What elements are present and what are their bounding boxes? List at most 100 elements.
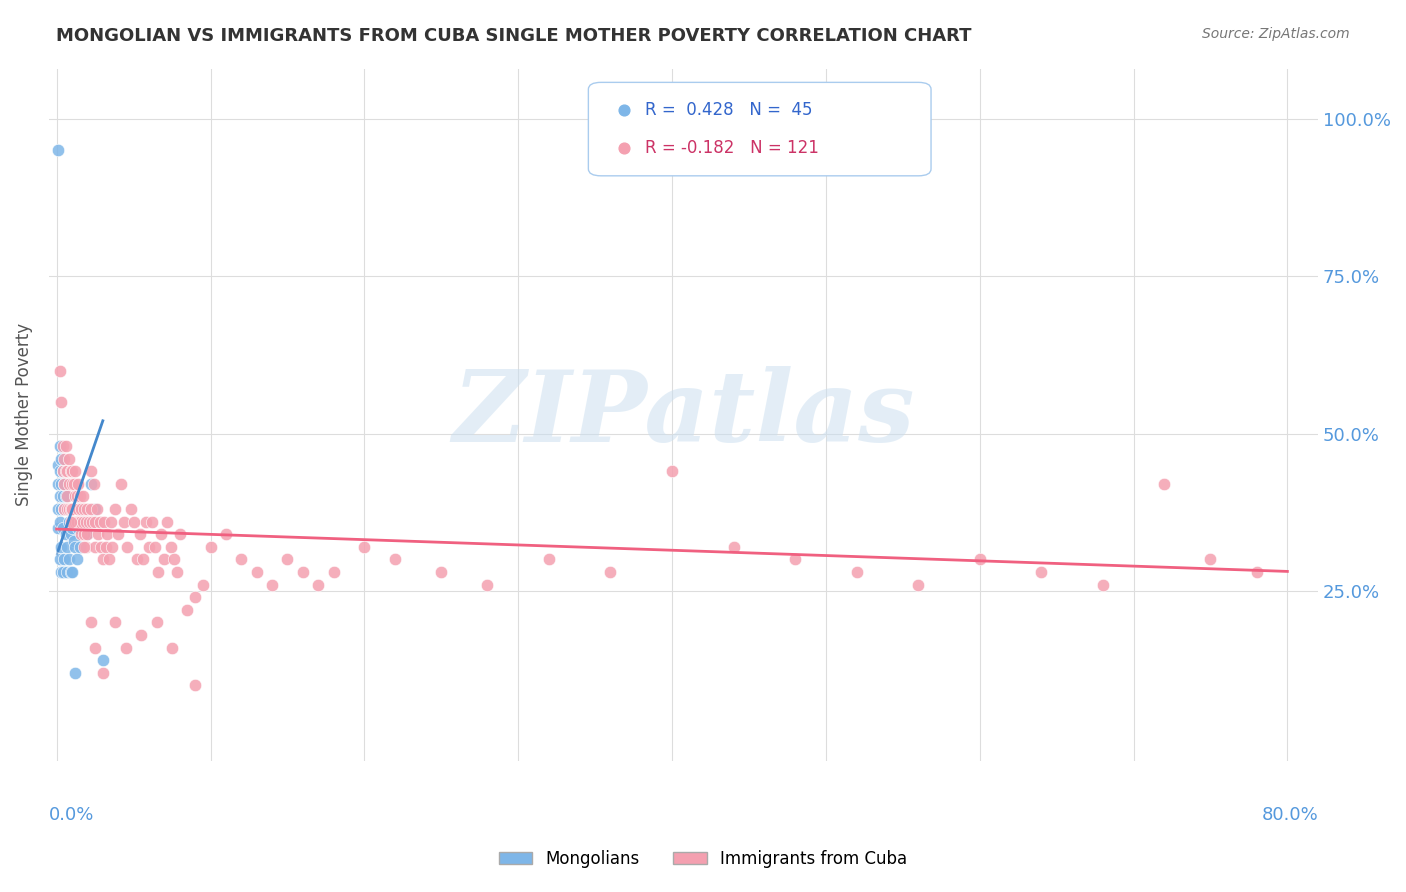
Point: [120, 502, 142, 516]
Point: [67, 521, 90, 535]
Point: [83, 476, 105, 491]
Point: [51, 540, 73, 554]
Point: [91, 653, 114, 667]
Point: [80, 515, 103, 529]
Legend: Mongolians, Immigrants from Cuba: Mongolians, Immigrants from Cuba: [492, 844, 914, 875]
Point: [66, 515, 89, 529]
Point: [48, 363, 70, 377]
Point: [742, 150, 765, 164]
Point: [67, 476, 90, 491]
Point: [783, 552, 806, 566]
Point: [115, 640, 138, 655]
Point: [53, 502, 76, 516]
Point: [112, 515, 135, 529]
Point: [75, 540, 97, 554]
Point: [125, 552, 148, 566]
Point: [70, 502, 93, 516]
Point: [53, 502, 76, 516]
Point: [58, 552, 80, 566]
Point: [135, 515, 157, 529]
Point: [62, 476, 84, 491]
Point: [58, 451, 80, 466]
Point: [307, 577, 329, 591]
Point: [79, 615, 101, 630]
Point: [87, 527, 110, 541]
Point: [59, 527, 82, 541]
Point: [53, 476, 76, 491]
Point: [59, 464, 82, 478]
Point: [1153, 476, 1175, 491]
Point: [55, 490, 77, 504]
Point: [53, 552, 76, 566]
Point: [69, 515, 91, 529]
Point: [1091, 577, 1114, 591]
Point: [60, 476, 83, 491]
Point: [723, 540, 745, 554]
Text: 0.0%: 0.0%: [49, 805, 94, 824]
Point: [76, 502, 98, 516]
Point: [84, 502, 107, 516]
Point: [138, 540, 160, 554]
Point: [110, 476, 132, 491]
Point: [52, 565, 75, 579]
Point: [73, 515, 96, 529]
Point: [52, 464, 75, 478]
Point: [742, 184, 765, 198]
Point: [200, 540, 222, 554]
Point: [46, 476, 69, 491]
Point: [52, 439, 75, 453]
Point: [107, 527, 129, 541]
Text: R = -0.182   N = 121: R = -0.182 N = 121: [645, 139, 820, 157]
Point: [599, 565, 621, 579]
Point: [184, 678, 207, 692]
Point: [51, 476, 73, 491]
Point: [160, 640, 183, 655]
Point: [90, 540, 112, 554]
Point: [148, 565, 170, 579]
Point: [66, 490, 89, 504]
Point: [1246, 565, 1268, 579]
Point: [104, 502, 127, 516]
Point: [537, 552, 560, 566]
Point: [79, 476, 101, 491]
Point: [128, 527, 150, 541]
Text: Source: ZipAtlas.com: Source: ZipAtlas.com: [1202, 27, 1350, 41]
Point: [84, 515, 107, 529]
Point: [86, 502, 108, 516]
Point: [215, 527, 238, 541]
Point: [91, 665, 114, 680]
Point: [75, 515, 97, 529]
Point: [58, 502, 80, 516]
Point: [153, 552, 176, 566]
Point: [89, 515, 111, 529]
Point: [52, 464, 75, 478]
Point: [73, 540, 96, 554]
Point: [63, 515, 86, 529]
Point: [52, 521, 75, 535]
Point: [46, 458, 69, 472]
Point: [58, 476, 80, 491]
Point: [48, 464, 70, 478]
Point: [276, 552, 298, 566]
Point: [72, 515, 94, 529]
Point: [69, 490, 91, 504]
Point: [145, 615, 167, 630]
Point: [91, 552, 114, 566]
Point: [70, 527, 93, 541]
Point: [48, 552, 70, 566]
Point: [51, 565, 73, 579]
Point: [73, 502, 96, 516]
Point: [141, 515, 163, 529]
Point: [104, 615, 127, 630]
Point: [132, 552, 155, 566]
Point: [62, 515, 84, 529]
Point: [59, 565, 82, 579]
Point: [60, 521, 83, 535]
Point: [430, 565, 453, 579]
Point: [93, 515, 115, 529]
Point: [60, 565, 83, 579]
Point: [53, 476, 76, 491]
Point: [56, 490, 79, 504]
Point: [72, 490, 94, 504]
Point: [101, 540, 124, 554]
